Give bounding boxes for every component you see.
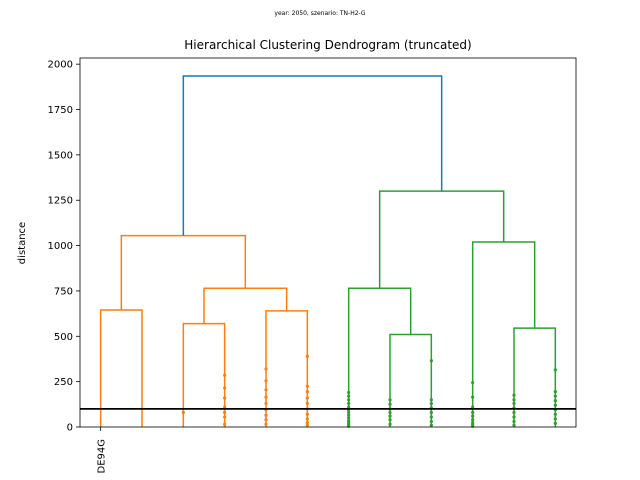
leaf-dot-4-4 [305,412,309,416]
leaf-dot-2-4 [223,405,227,409]
leaf-dot-8-5 [471,414,475,418]
dendrogram-link-4 [203,287,288,324]
leaf-dot-9-2 [512,419,516,424]
leaf-dot-8-4 [471,418,475,422]
leaf-dot-6-3 [388,414,392,418]
x-tick-label-1: DE94G [97,439,108,474]
dendrogram-links [99,75,557,427]
leaf-dot-5-13 [347,390,351,395]
leaf-dot-7-7 [429,398,433,402]
leaf-dot-2-2 [223,415,227,419]
dendrogram-link-2 [182,322,226,427]
leaf-dot-10-5 [553,403,557,407]
leaf-dot-4-6 [305,401,309,406]
leaf-dot-3-1 [264,422,268,426]
y-tick-label-0: 0 [67,423,73,434]
y-tick-label-1500: 1500 [48,150,73,161]
leaf-dot-3-9 [264,367,268,371]
leaf-dot-6-7 [388,398,392,402]
dendrogram-link-10 [378,190,505,289]
leaf-dot-2-7 [223,373,227,377]
leaf-dot-3-2 [264,418,268,422]
leaf-dot-6-4 [388,410,392,415]
leaf-dot-5-7 [347,410,351,415]
y-tick-label-1250: 1250 [48,196,73,207]
leaf-dot-10-7 [553,394,557,398]
leaf-dot-9-8 [512,393,516,397]
figure-suptitle: year: 2050, szenario: TN-H2-G [274,10,366,17]
leaf-dot-9-4 [512,410,516,415]
leaf-dot-4-10 [305,354,309,358]
x-axis: DE94G [97,427,108,474]
leaf-dot-7-2 [429,419,433,424]
y-tick-label-1000: 1000 [48,241,73,252]
leaf-dot-8-7 [471,405,475,409]
leaf-dot-6-1 [388,422,392,426]
dendrogram-link-5 [120,234,247,310]
leaf-dot-3-8 [264,379,268,383]
plot-area-frame [79,57,577,428]
leaf-dot-9-1 [512,423,516,427]
leaf-dot-3-5 [264,401,268,406]
dendrogram-link-6 [389,333,433,427]
leaf-dot-8-9 [471,380,475,385]
leaf-dot-2-6 [223,386,227,390]
leaf-dot-9-7 [512,398,516,402]
leaf-dot-7-1 [429,423,433,427]
leaf-dot-7-6 [429,401,433,406]
leaf-dot-5-9 [347,405,351,409]
leaf-dot-2-3 [223,410,227,415]
y-tick-label-1750: 1750 [48,105,73,116]
leaf-dot-10-6 [553,399,557,403]
dendrogram-link-9 [471,241,536,427]
y-tick-label-500: 500 [54,332,73,343]
leaf-dot-4-8 [305,390,309,394]
leaf-dot-3-3 [264,413,268,417]
y-tick-label-750: 750 [54,286,73,297]
leaf-dot-3-7 [264,388,268,392]
leaf-dot-4-1 [305,423,309,427]
leaf-dot-10-8 [553,390,557,394]
y-tick-label-2000: 2000 [48,60,73,71]
leaf-dot-2-5 [223,396,227,400]
leaf-dot-6-6 [388,402,392,406]
leaf-dot-10-9 [553,368,557,372]
leaf-markers [181,354,557,428]
leaf-dot-5-4 [347,419,351,423]
leaf-dot-5-10 [347,401,351,406]
leaf-dot-10-3 [553,412,557,416]
leaf-dot-2-1 [223,422,227,426]
leaf-dot-8-8 [471,395,475,399]
leaf-dot-4-7 [305,396,309,400]
leaf-dot-5-12 [347,394,351,398]
dendrogram-link-7 [347,287,412,427]
leaf-dot-3-6 [264,395,268,399]
leaf-dot-5-5 [347,416,351,420]
leaf-dot-9-6 [512,401,516,406]
leaf-dot-4-3 [305,417,309,421]
y-axis-label: distance [17,222,28,264]
leaf-dot-7-4 [429,410,433,415]
leaf-dot-4-2 [305,420,309,425]
leaf-dot-4-9 [305,384,309,388]
leaf-dot-7-3 [429,415,433,419]
leaf-dot-8-6 [471,410,475,415]
y-tick-label-250: 250 [54,377,73,388]
leaf-dot-1-1 [181,410,185,415]
dendrogram-link-11 [182,75,443,236]
leaf-dot-7-8 [429,359,433,363]
leaf-dot-6-2 [388,418,392,422]
leaf-dot-5-6 [347,413,351,417]
dendrogram-link-1 [99,309,143,427]
leaf-dot-10-2 [553,417,557,421]
leaf-dot-5-11 [347,398,351,402]
leaf-dot-8-3 [471,420,475,425]
leaf-dot-10-1 [553,421,557,425]
dendrogram-link-8 [513,327,557,427]
y-axis: 0 250 500 750 1000 1250 1500 1750 2000 [48,60,80,434]
chart-title: Hierarchical Clustering Dendrogram (trun… [184,38,471,52]
leaf-dot-9-3 [512,415,516,419]
